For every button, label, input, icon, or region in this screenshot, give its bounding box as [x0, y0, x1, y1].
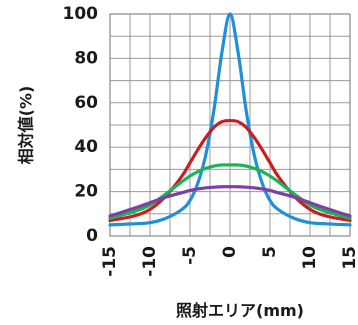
x-tick-label: 10 [300, 246, 320, 270]
y-tick-label: 0 [86, 226, 98, 246]
x-tick-label: 0 [220, 246, 240, 258]
y-tick-label: 20 [74, 182, 98, 202]
series-line-4 [108, 185, 352, 218]
series-line-3 [108, 163, 352, 220]
x-tick-label: -10 [140, 246, 160, 277]
y-tick-label: 80 [74, 48, 98, 68]
x-tick-labels: -15 -10 -5 0 5 10 15 [100, 246, 358, 277]
x-tick-label: 15 [340, 246, 358, 270]
series-line-1 [108, 12, 352, 227]
y-tick-labels: 0 20 40 60 80 100 [63, 4, 99, 246]
y-axis-label: 相対値(%) [17, 86, 36, 165]
y-tick-label: 100 [63, 4, 99, 24]
x-tick-label: -5 [180, 246, 200, 265]
x-tick-label: -15 [100, 246, 120, 277]
y-tick-label: 40 [74, 137, 98, 157]
curves [108, 12, 352, 227]
y-tick-label: 60 [74, 93, 98, 113]
x-axis-label: 照射エリア(mm) [176, 301, 304, 320]
x-tick-label: 5 [260, 246, 280, 258]
